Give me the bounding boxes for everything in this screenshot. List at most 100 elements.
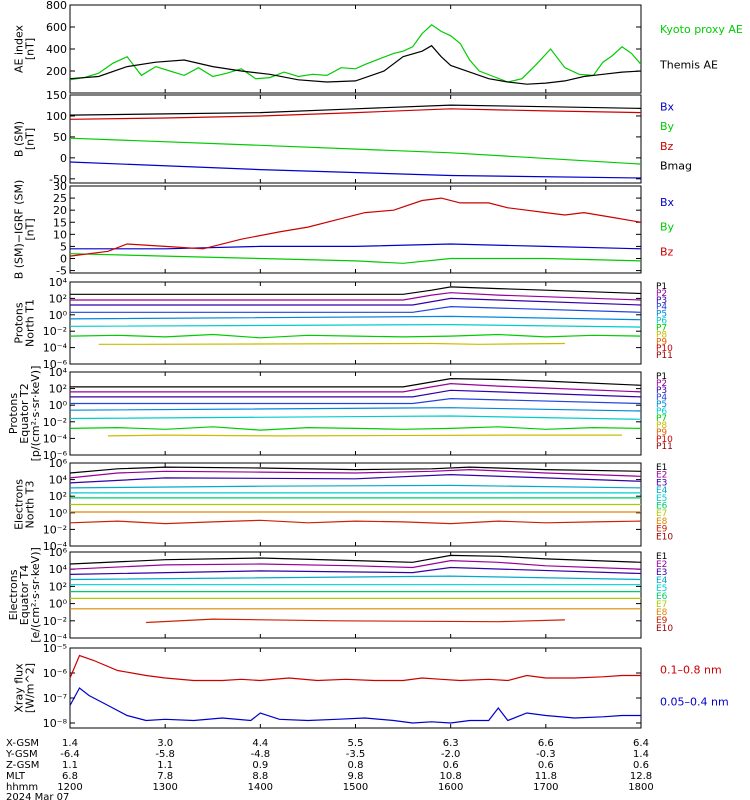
legend-entry: P9 [656,428,667,438]
legend-entry: E1 [656,552,667,562]
legend-entry: Bx [660,101,675,114]
x-tick-label: 0.6 [538,760,554,771]
y-tick-label: 10⁶ [49,546,68,559]
y-tick-label: 5 [60,240,67,253]
legend-entry: 0.05–0.4 nm [660,696,729,709]
y-tick-label: 400 [46,43,67,56]
x-tick-label: 1300 [152,782,177,793]
series-line-p5 [69,315,642,321]
y-tick-label: 10⁻⁴ [43,632,68,645]
legend-entry: E2 [656,471,667,481]
legend-entry: P8 [656,421,667,431]
y-tick-label: -5 [56,265,67,278]
legend-entry: E9 [656,616,668,626]
panel-7: 10⁻⁸ 10⁻⁷ 10⁻⁶ 10⁻⁵ Xray flux[W/m^2] 0.1–0.8 … [13,642,729,730]
x-tick-label: -3.5 [346,749,366,760]
y-tick-label: 10⁻⁸ [43,717,68,730]
y-tick-label: 10⁴ [49,366,68,379]
x-tick-label: -6.4 [60,749,80,760]
series-line-p3 [70,389,642,398]
x-tick-label: 7.8 [157,771,173,782]
series-line-bx [70,243,642,250]
y-tick-label: 10⁻⁵ [43,642,67,655]
series-line-kyoto-proxy-ae [69,24,642,83]
legend-entry: E7 [656,600,667,610]
y-tick-label: 10⁰ [49,507,68,520]
x-tick-label: -0.3 [536,749,556,760]
x-tick-label: 6.8 [62,771,78,782]
x-row-label: hhmm [6,782,38,793]
y-axis-label: Equator T2 [18,383,31,443]
y-tick-label: 600 [46,21,67,34]
series-line-themis-ae [69,44,642,85]
legend-entry: P5 [656,400,667,410]
series-line-p4 [70,397,642,405]
x-tick-label: 0.6 [633,760,649,771]
panel-1: -50 0 50 100 150 B (SM)[nT] Bx By Bz Bmag [13,89,693,186]
series-line-bz [69,108,642,120]
x-row-label: X-GSM [6,738,39,749]
legend-entry: E2 [656,560,667,570]
x-row-label: Z-GSM [6,760,39,771]
y-tick-label: 10⁻⁴ [43,342,68,355]
legend-entry: P6 [656,317,667,327]
legend-entry: E3 [656,478,667,488]
y-axis-label: [e/(cm²·s·sr·keV)] [29,547,42,643]
series-line-bx [69,161,642,179]
x-tick-label: 10.8 [440,771,462,782]
y-tick-label: 10⁰ [49,399,68,412]
legend-entry: P11 [656,442,673,452]
legend-entry: P3 [656,296,667,306]
panel-0: 200 400 600 800 AE index[nT] Kyoto proxy AE Th… [13,0,743,94]
legend-entry: E5 [656,494,667,504]
y-tick-label: 10 [53,228,67,241]
y-tick-label: 20 [53,204,67,217]
y-tick-label: 10⁻⁶ [43,358,68,371]
legend-entry: P4 [656,303,667,313]
y-tick-label: 10⁻⁶ [43,667,68,680]
series-line-e9 [69,519,642,525]
series-line-e3 [69,473,642,484]
y-axis-label: Protons [7,393,20,434]
legend-entry: P2 [656,289,667,299]
y-axis-label: B (SM)−IGRF (SM) [13,180,26,280]
legend-entry: P4 [656,393,667,403]
legend-entry: P10 [656,344,673,354]
series-line-e3 [69,566,642,575]
y-tick-label: 10⁶ [49,457,68,470]
legend-entry: P6 [656,407,667,417]
x-tick-label: 1.4 [62,738,78,749]
y-tick-label: 800 [46,0,67,12]
legend-entry: By [660,221,675,234]
series-line-p7 [69,426,642,431]
legend-entry: P7 [656,414,667,424]
series-line-e2 [69,468,642,479]
series-line-p5 [69,407,642,412]
series-line-p2 [70,382,642,393]
x-tick-label: 1200 [57,782,82,793]
series-line-0-1-0-8-nm [69,654,641,682]
x-tick-label: 6.4 [633,738,649,749]
y-tick-label: 0 [60,253,67,266]
y-tick-label: 0 [60,152,67,165]
x-tick-label: 1700 [533,782,558,793]
y-axis-label: North T1 [24,299,37,347]
x-tick-label: 1400 [248,782,273,793]
legend-entry: P7 [656,323,667,333]
x-tick-label: -5.8 [155,749,175,760]
y-tick-label: -50 [49,173,67,186]
x-tick-label: 0.9 [252,760,268,771]
legend-entry: Themis AE [659,58,718,71]
y-tick-label: 10² [49,580,67,593]
series-line-p4 [70,305,642,313]
x-tick-label: 6.3 [443,738,459,749]
x-tick-label: 1500 [343,782,368,793]
legend-entry: E1 [656,463,667,473]
y-tick-label: 10⁴ [49,474,68,487]
series-line-p1 [70,377,642,388]
y-axis-label: Xray flux [13,663,26,713]
x-tick-label: 5.5 [348,738,364,749]
